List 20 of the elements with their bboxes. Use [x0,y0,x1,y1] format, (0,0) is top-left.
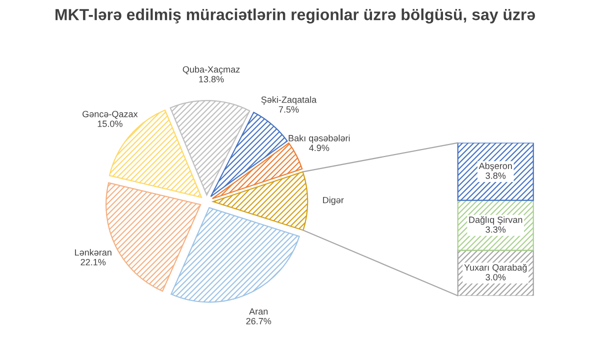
data-label: 26.7% [246,318,272,324]
data-label: 22.1% [80,258,106,266]
data-label: 3.3% [486,226,506,233]
slice-label: Aran [249,308,268,315]
data-label: 4.9% [309,144,330,152]
series-label: Abşeron [478,162,512,171]
slice-label: Gəncə-Qazax [82,110,138,119]
data-label: 7.5% [278,106,299,113]
series-label: Yuxarı Qarabağ [464,264,527,272]
slice-label: Şəki-Zaqatala [261,96,317,105]
data-label: 3.0% [486,274,506,280]
data-label: 13.8% [199,76,224,82]
data-label: 3.8% [486,172,506,179]
slice-label: Lənkəran [75,248,112,256]
slice-label: Digər [323,196,344,206]
data-label: 15.0% [98,120,122,127]
slice-label: Quba-Xaçmaz [182,66,240,74]
series-label: Dağlıq Şirvan [469,216,522,225]
chart-title: MKT-lərə edilmiş müraciətlərin regionlar üzrə bölgüsü, say üzrə [56,8,536,24]
slice-label: Bakı qəsəbələri [288,134,350,144]
